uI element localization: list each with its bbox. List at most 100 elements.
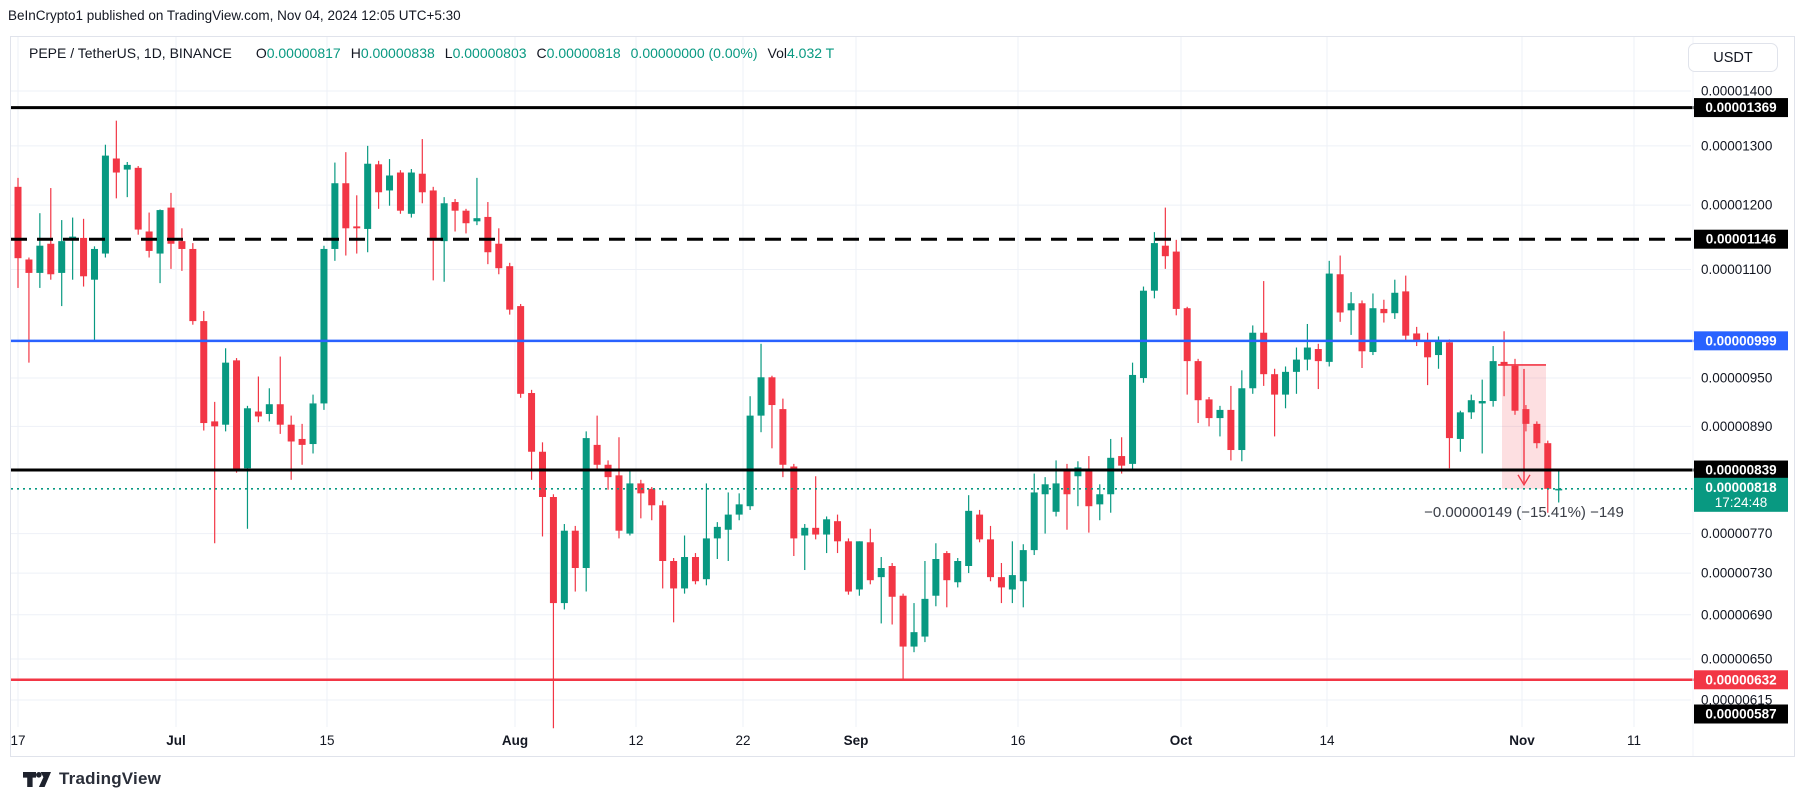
candle-body <box>582 438 590 569</box>
x-axis-label: Sep <box>844 733 869 748</box>
price-badge-text: 0.00000818 <box>1705 480 1777 495</box>
candle-body <box>648 488 656 506</box>
candle-body <box>222 362 230 425</box>
candle-body <box>1129 374 1137 464</box>
candle-body <box>877 568 885 578</box>
candle-body <box>976 514 984 540</box>
candle-body <box>1402 291 1410 336</box>
candle-body <box>1008 575 1016 590</box>
candle-body <box>965 510 973 567</box>
y-axis-label: 0.00001200 <box>1701 198 1772 213</box>
candle-body <box>1303 347 1311 360</box>
candle-body <box>746 415 754 507</box>
price-badge-0.00000999 <box>1694 331 1788 351</box>
price-chart-canvas[interactable]: −0.00000149 (−15.41%) −1490.000013690.00… <box>11 37 1794 756</box>
candle-body <box>1183 308 1191 362</box>
open-label: O <box>255 45 267 61</box>
candle-body <box>233 360 241 471</box>
candle-body <box>429 190 437 240</box>
change-value: 0.00000000 (0.00%) <box>630 45 758 61</box>
candle-body <box>298 438 306 445</box>
currency-toggle-button[interactable]: USDT <box>1688 43 1778 72</box>
candle-body <box>47 243 55 275</box>
candle-body <box>353 226 361 229</box>
candle-body <box>331 183 339 249</box>
candle-body <box>1292 359 1300 372</box>
candle-body <box>528 393 536 452</box>
symbol-title[interactable]: PEPE / TetherUS, 1D, BINANCE <box>29 45 232 61</box>
candle-body <box>779 409 787 465</box>
x-axis-label: 22 <box>735 733 750 748</box>
candle-body <box>1074 467 1082 477</box>
low-label: L <box>444 45 453 61</box>
candle-body <box>768 377 776 406</box>
candle-body <box>987 539 995 578</box>
candle-body <box>735 504 743 515</box>
close-value: 0.00000818 <box>546 45 621 61</box>
low-value: 0.00000803 <box>452 45 527 61</box>
price-badge-text: 0.00000587 <box>1705 707 1776 722</box>
y-axis-label: 0.00000730 <box>1701 566 1772 581</box>
candle-body <box>560 530 568 604</box>
candle-body <box>855 541 863 590</box>
candle-body <box>1347 303 1355 311</box>
candle-body <box>1478 401 1486 404</box>
candle-body <box>58 241 66 273</box>
candle-body <box>910 632 918 647</box>
x-axis-label: 14 <box>1319 733 1335 748</box>
price-badge-text: 0.00000632 <box>1705 672 1776 687</box>
tradingview-logo[interactable]: TradingView <box>22 769 161 789</box>
candle-body <box>418 173 426 193</box>
candle-body <box>954 560 962 583</box>
candle-body <box>834 521 842 542</box>
y-axis-label: 0.00000950 <box>1701 371 1772 386</box>
candle-body <box>921 598 929 637</box>
price-badge-text: 0.00001369 <box>1705 100 1776 115</box>
candle-body <box>80 237 88 277</box>
price-badge-text: 0.00000999 <box>1705 333 1776 348</box>
y-axis-label: 0.00000690 <box>1701 607 1772 622</box>
candle-body <box>495 243 503 269</box>
x-axis-label: Jul <box>166 733 186 748</box>
candle-body <box>101 155 109 254</box>
candle-body <box>243 408 251 469</box>
candle-body <box>1052 483 1060 512</box>
candle-body <box>1314 349 1322 362</box>
candle-body <box>1336 274 1344 313</box>
candle-body <box>593 444 601 465</box>
candle-body <box>386 175 394 191</box>
y-axis-label: 0.00001100 <box>1701 262 1771 277</box>
candle-body <box>812 527 820 535</box>
candle-body <box>1282 371 1290 395</box>
candle-body <box>801 527 809 536</box>
close-label: C <box>536 45 547 61</box>
candle-body <box>1216 409 1224 419</box>
candle-body <box>462 210 470 224</box>
candle-body <box>571 530 579 569</box>
candle-body <box>866 542 874 581</box>
candle-body <box>626 483 634 534</box>
candle-body <box>1555 488 1563 491</box>
tradingview-mark-icon <box>23 771 51 787</box>
candle-body <box>615 475 623 531</box>
candle-body <box>1424 340 1432 358</box>
candle-body <box>1544 443 1552 489</box>
candle-body <box>200 321 208 424</box>
candle-body <box>538 451 546 498</box>
candle-body <box>713 526 721 539</box>
candle-body <box>364 163 372 229</box>
candle-body <box>691 557 699 582</box>
candle-body <box>1019 550 1027 582</box>
candle-body <box>1467 400 1475 413</box>
candle-body <box>1325 273 1333 362</box>
candle-body <box>1435 340 1443 356</box>
chart-widget: −0.00000149 (−15.41%) −149 0.00001369 0.00… <box>10 36 1795 757</box>
candle-body <box>506 266 514 310</box>
candle-body <box>451 202 459 211</box>
candle-body <box>1369 308 1377 353</box>
candle-body <box>342 183 350 229</box>
x-axis-label: Nov <box>1509 733 1535 748</box>
candle-body <box>90 248 98 280</box>
candle-body <box>1172 251 1180 309</box>
